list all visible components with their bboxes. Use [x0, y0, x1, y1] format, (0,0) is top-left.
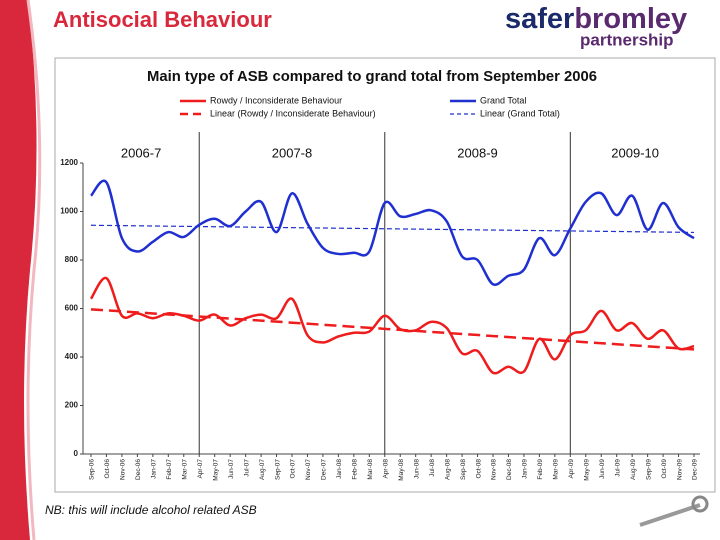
x-tick-label: Jun-09: [599, 459, 606, 479]
footnote: NB: this will include alcohol related AS…: [45, 503, 257, 517]
chart-title: Main type of ASB compared to grand total…: [147, 68, 597, 85]
x-tick-label: Jul-09: [614, 459, 621, 477]
x-tick-label: Sep-06: [89, 459, 96, 480]
x-tick-label: Jan-07: [151, 459, 158, 479]
x-tick-label: Mar-09: [553, 459, 560, 480]
x-tick-label: Aug-07: [259, 459, 266, 480]
legend-label: Grand Total: [480, 95, 526, 105]
x-tick-label: Jul-07: [243, 459, 250, 477]
x-tick-label: Nov-06: [120, 459, 127, 480]
x-tick-label: Jan-09: [522, 459, 529, 479]
x-tick-label: Feb-08: [352, 459, 359, 480]
line-series: [90, 179, 695, 286]
x-tick-label: Mar-07: [181, 459, 188, 480]
x-tick-label: Dec-06: [135, 459, 142, 480]
x-tick-label: May-09: [583, 459, 590, 481]
period-label: 2006-7: [121, 145, 161, 160]
x-tick-label: Jul-08: [429, 459, 436, 477]
slide-title: Antisocial Behaviour: [53, 7, 272, 32]
x-tick-label: Feb-09: [537, 459, 544, 480]
x-tick-label: Apr-09: [568, 459, 575, 479]
y-tick-label: 1000: [60, 207, 78, 216]
stripe-edge: [26, 0, 42, 540]
y-tick-label: 400: [65, 352, 79, 361]
period-label: 2008-9: [457, 145, 497, 160]
x-tick-label: Aug-08: [444, 459, 451, 480]
y-tick-label: 600: [65, 304, 79, 313]
x-tick-label: Apr-07: [197, 459, 204, 479]
x-tick-label: Jun-07: [228, 459, 235, 479]
x-tick-label: Nov-09: [676, 459, 683, 480]
x-tick-label: Jun-08: [413, 459, 420, 479]
x-tick-label: Oct-06: [104, 459, 111, 479]
side-stripe: [0, 0, 37, 540]
logo-part: bromley: [574, 3, 687, 35]
legend-label: Linear (Grand Total): [480, 108, 560, 118]
trend-line: [90, 308, 695, 351]
x-tick-label: Dec-09: [692, 459, 699, 480]
x-tick-label: Nov-07: [305, 459, 312, 480]
x-tick-label: Oct-08: [475, 459, 482, 479]
x-tick-label: Oct-07: [290, 459, 297, 479]
x-tick-label: Dec-08: [506, 459, 513, 480]
trend-line: [90, 224, 695, 234]
legend-label: Linear (Rowdy / Inconsiderate Behaviour): [210, 108, 376, 118]
x-tick-label: Nov-08: [491, 459, 498, 480]
logo-part: safer: [505, 3, 574, 35]
logo-sub: partnership: [580, 30, 674, 49]
logo: saferbromley: [505, 3, 687, 35]
legend-label: Rowdy / Inconsiderate Behaviour: [210, 95, 342, 105]
x-tick-label: Sep-08: [460, 459, 467, 480]
x-tick-label: Apr-08: [382, 459, 389, 479]
period-label: 2007-8: [272, 145, 312, 160]
line-series: [89, 276, 695, 375]
x-tick-label: Sep-09: [645, 459, 652, 480]
x-tick-label: Aug-09: [630, 459, 637, 480]
x-tick-label: May-08: [398, 459, 405, 481]
x-tick-label: Mar-08: [367, 459, 374, 480]
x-tick-label: May-07: [212, 459, 219, 481]
y-tick-label: 0: [74, 449, 79, 458]
y-tick-label: 200: [65, 401, 79, 410]
x-tick-label: Sep-07: [274, 459, 281, 480]
x-tick-label: Feb-07: [166, 459, 173, 480]
x-tick-label: Jan-08: [336, 459, 343, 479]
period-label: 2009-10: [611, 145, 659, 160]
x-tick-label: Oct-09: [661, 459, 668, 479]
x-tick-label: Dec-07: [321, 459, 328, 480]
key-icon: [639, 495, 709, 527]
y-tick-label: 800: [65, 255, 79, 264]
y-tick-label: 1200: [60, 158, 78, 167]
